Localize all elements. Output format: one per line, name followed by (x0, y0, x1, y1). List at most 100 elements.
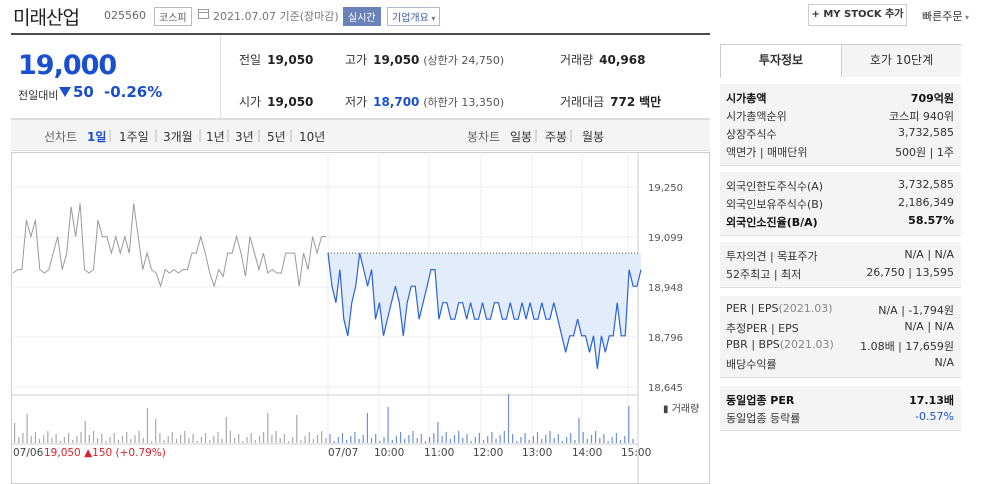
volume-bar (362, 435, 364, 443)
volume-bar (553, 438, 555, 443)
info-row: 시가총액 709억원 (726, 90, 954, 107)
add-mystock-button[interactable]: + MY STOCK 추가 (808, 4, 907, 26)
volume-bar (55, 434, 57, 443)
info-row-label: 시가총액순위 (726, 110, 787, 123)
info-row-value: 3,732,585 (898, 126, 954, 139)
volume-bar (267, 413, 269, 443)
volume-bar (499, 435, 501, 443)
volume-bar (453, 435, 456, 443)
volume-bar (304, 436, 306, 443)
volume-bar (300, 440, 302, 443)
volume-bar (449, 439, 451, 443)
volume-bar (242, 441, 244, 443)
volume-bar (279, 438, 281, 443)
volume: 거래량 40,968 (560, 53, 646, 67)
tab-investment-info[interactable]: 투자정보 (721, 45, 841, 77)
realtime-button[interactable]: 실시간 (343, 7, 381, 26)
candle-weekly[interactable]: 주봉 (545, 130, 568, 144)
info-row-value: N/A | N/A (904, 248, 954, 261)
period-5y[interactable]: 5년 (267, 130, 286, 144)
volume-bar (619, 440, 622, 443)
y-tick-label: 18,796 (648, 333, 683, 344)
volume-bar (126, 432, 128, 443)
volume-bar (404, 439, 406, 443)
price-change: 50 (59, 83, 94, 101)
volume-bar (142, 438, 144, 443)
company-info-dropdown[interactable]: 기업개요 (387, 7, 441, 26)
price-summary: 19,000 전일대비 50 -0.26% 전일 19,050 고가 19,050 … (11, 33, 710, 120)
volume-bar (341, 433, 344, 443)
info-row: 투자의견 | 목표주가 N/A | N/A (726, 248, 954, 265)
y-tick-label: 18,645 (648, 383, 683, 394)
info-row: 상장주식수 3,732,585 (726, 126, 954, 143)
prev-day-series-line (12, 203, 326, 288)
volume-bar (524, 433, 526, 443)
info-row-value: 709억원 (910, 92, 954, 105)
divider (220, 35, 221, 120)
y-tick-label: 19,250 (648, 183, 683, 194)
candle-monthly[interactable]: 월봉 (582, 130, 605, 144)
period-1y[interactable]: 1년 (206, 130, 225, 144)
volume-bar (72, 440, 74, 443)
info-row-label: 52주최고 | 최저 (726, 268, 802, 281)
volume-bar (445, 432, 447, 443)
quick-order-dropdown[interactable]: 빠른주문 (922, 8, 969, 24)
group-sector: 동일업종 PER 17.13배 동일업종 등락률 -0.57% (720, 386, 961, 431)
volume-bar (545, 435, 547, 443)
change-label: 전일대비 (18, 89, 59, 102)
info-row: 배당수익률 N/A (726, 356, 954, 373)
base-date: 2021.07.07 기준(장마감) (213, 10, 339, 23)
volume-bar (566, 437, 568, 443)
info-row-label: 추정PER | EPS (726, 322, 799, 335)
volume-bar (470, 441, 472, 443)
period-10y[interactable]: 10년 (299, 130, 326, 144)
volume-bar (59, 441, 61, 443)
tab-orderbook-10[interactable]: 호가 10단계 (841, 45, 961, 77)
volume-bar (408, 435, 410, 443)
volume-bar (312, 439, 314, 443)
volume-bar (603, 434, 605, 443)
volume-bar (283, 434, 285, 443)
stock-name: 미래산업 (13, 7, 80, 29)
group-foreign: 외국인한도주식수(A) 3,732,585 외국인보유주식수(B) 2,186,349… (720, 172, 961, 236)
volume-bar (541, 439, 543, 443)
volume-bar (391, 440, 393, 443)
volume-bar (263, 432, 265, 443)
volume-bar (615, 433, 617, 443)
volume-bar (84, 421, 86, 443)
volume-bar (366, 413, 368, 443)
volume-bar (246, 437, 248, 443)
volume-bar (22, 433, 24, 443)
x-tick-label: 10:00 (374, 447, 404, 459)
period-1d[interactable]: 1일 (87, 130, 107, 144)
volume-bar (358, 439, 360, 443)
volume-bar (628, 406, 630, 443)
stock-header: 미래산업 025560 코스피 2021.07.07 기준(장마감) 실시간 기… (0, 0, 987, 32)
volume-bar (586, 439, 588, 443)
info-row: PBR | BPS(2021.03) 1.08배 | 17,659원 (726, 338, 954, 355)
volume-bar (109, 437, 111, 443)
volume-bar (561, 441, 563, 443)
volume-bar (532, 436, 534, 443)
panel-tabs: 투자정보 호가 10단계 (720, 44, 961, 77)
volume-bar (51, 438, 53, 443)
period-1w[interactable]: 1주일 (119, 130, 149, 144)
volume-bar (491, 432, 493, 443)
period-3y[interactable]: 3년 (235, 130, 254, 144)
volume-bar (105, 441, 107, 443)
info-row-label: 시가총액 (726, 92, 767, 105)
today-series-line (327, 252, 642, 369)
info-row-value: 58.57% (908, 214, 954, 227)
y-axis-labels: 19,250 19,099 18,948 18,796 18,645 (648, 183, 683, 394)
trade-amount: 거래대금 772 백만 (560, 95, 662, 109)
x-tick-label: 07/07 (328, 447, 358, 459)
volume-bar (151, 441, 153, 443)
info-row-value: N/A | -1,794원 (878, 304, 954, 317)
info-row-value: 코스피 940위 (889, 110, 954, 123)
candle-daily[interactable]: 일봉 (510, 130, 533, 144)
x-tick-label: 07/06 (13, 447, 44, 459)
volume-bar (387, 407, 389, 443)
period-3m[interactable]: 3개월 (163, 130, 193, 144)
volume-bar (225, 417, 227, 443)
